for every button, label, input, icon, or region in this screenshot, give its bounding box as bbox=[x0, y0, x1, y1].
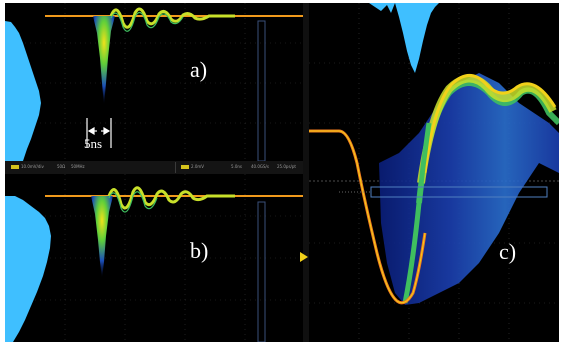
panel-label-b: b) bbox=[190, 238, 209, 263]
waveform-b-plot bbox=[5, 174, 303, 342]
histogram-a bbox=[5, 21, 41, 161]
waveform-panel-b: b) bbox=[5, 174, 303, 342]
envelope-band-c bbox=[379, 73, 559, 305]
panel-label-a: a) bbox=[190, 57, 208, 82]
panel-divider bbox=[303, 3, 309, 342]
trigger-chip-icon bbox=[181, 165, 189, 169]
ringing-b bbox=[107, 186, 235, 210]
status-channel[interactable]: 10.0mV/div bbox=[11, 164, 44, 169]
scale-label: 5ns bbox=[84, 136, 103, 151]
status-samplerate: 40.0GS/s bbox=[251, 164, 269, 169]
waveform-panel-a: a) bbox=[5, 3, 303, 161]
pulse-b bbox=[91, 196, 113, 278]
status-separator bbox=[175, 162, 176, 173]
waveform-panel-c: c) bbox=[309, 3, 559, 342]
gate-box-b bbox=[257, 201, 266, 342]
ground-marker-icon[interactable] bbox=[300, 252, 308, 262]
rising-edge-c bbox=[402, 122, 432, 304]
gate-box-a bbox=[257, 20, 266, 161]
panel-label-c: c) bbox=[499, 239, 517, 264]
ringing-a bbox=[109, 7, 235, 29]
status-bandwidth: 50MHz bbox=[71, 164, 85, 169]
status-timebase: 5.0ns bbox=[231, 164, 242, 169]
status-impedance: 50Ω bbox=[57, 164, 66, 169]
histogram-c bbox=[369, 3, 439, 73]
waveform-c-plot bbox=[309, 3, 559, 342]
waveform-a-plot bbox=[5, 3, 303, 161]
scale-arrows bbox=[86, 118, 112, 148]
histogram-b bbox=[5, 196, 51, 342]
status-bar: 10.0mV/div 50Ω 50MHz 2.0mV 5.0ns 40.0GS/… bbox=[5, 161, 303, 174]
status-trigger[interactable]: 2.0mV bbox=[181, 164, 204, 169]
grid-b bbox=[5, 174, 303, 342]
status-resolution: 25.0ps/pt bbox=[277, 164, 296, 169]
measurement-gate-c bbox=[370, 186, 548, 198]
channel-chip-icon bbox=[11, 165, 19, 169]
pulse-a bbox=[93, 16, 115, 105]
